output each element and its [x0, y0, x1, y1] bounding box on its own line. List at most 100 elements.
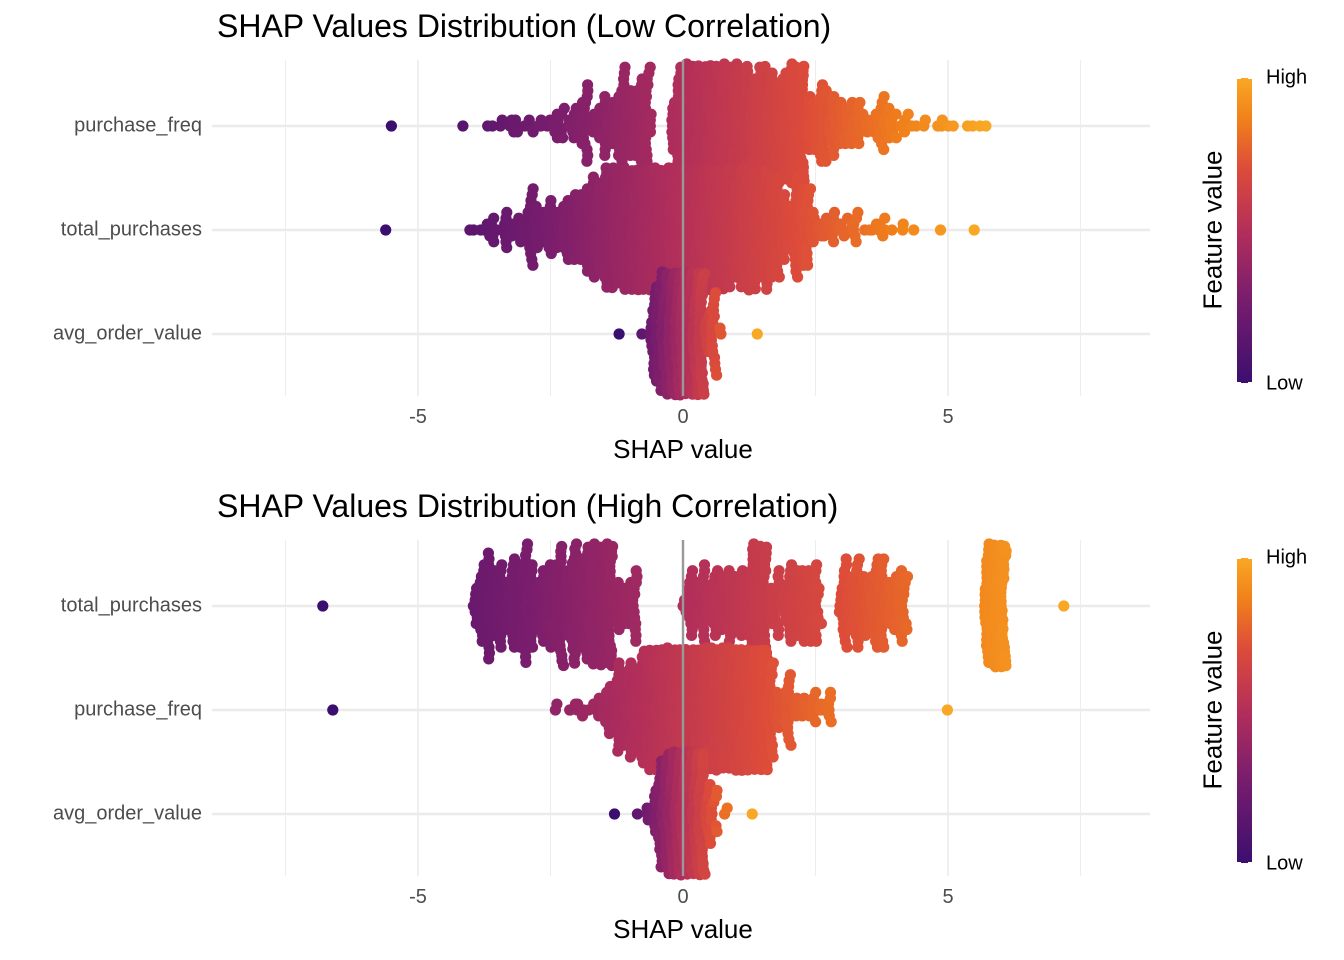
shap-point: [810, 686, 822, 698]
shap-point: [773, 565, 785, 577]
shap-point: [897, 218, 909, 230]
shap-point: [711, 369, 723, 381]
shap-point: [636, 328, 648, 340]
shap-point: [810, 716, 822, 728]
shap-point: [526, 641, 539, 653]
y-tick-label: total_purchases: [60, 218, 202, 241]
shap-point: [798, 60, 810, 72]
x-tick-label: 0: [677, 406, 689, 428]
shap-point: [828, 236, 840, 248]
shap-point: [890, 108, 902, 120]
shap-point: [878, 641, 890, 653]
shap-point: [749, 283, 761, 295]
shap-point: [815, 618, 828, 630]
shap-point: [488, 236, 500, 248]
shap-point: [686, 565, 699, 577]
shap-point: [557, 659, 570, 672]
shap-point: [630, 565, 642, 577]
shap-point: [607, 540, 619, 553]
shap-point: [759, 644, 772, 656]
shap-point: [521, 538, 534, 550]
y-tick-label: purchase_freq: [74, 114, 202, 137]
shap-point: [878, 91, 890, 103]
shap-point: [792, 271, 804, 283]
shap-point: [698, 559, 711, 571]
x-tick-label: 0: [677, 886, 689, 908]
shap-point: [759, 60, 771, 73]
shap-point: [619, 61, 631, 73]
plot-area-svg: [212, 58, 1150, 401]
shap-point: [527, 259, 539, 271]
shap-point: [724, 281, 736, 293]
shap-point: [496, 114, 508, 126]
shap-point: [644, 61, 656, 73]
shap-point: [968, 224, 980, 236]
shap-point: [748, 165, 760, 177]
shap-point: [999, 540, 1011, 552]
shap-point: [1000, 660, 1012, 672]
shap-point: [630, 635, 642, 647]
shap-point: [495, 641, 507, 653]
legend-low-label: Low: [1266, 852, 1303, 875]
shap-point: [980, 120, 992, 132]
shap-point: [785, 739, 797, 751]
shap-point: [569, 657, 581, 669]
feature-swarm-avg_order_value: [613, 266, 763, 401]
shap-point: [802, 259, 814, 271]
shap-point: [645, 108, 657, 120]
shap-point: [824, 686, 837, 698]
shap-point: [551, 698, 563, 710]
shap-point: [556, 540, 568, 553]
shap-point: [711, 826, 723, 838]
shap-point: [486, 120, 498, 132]
shap-point: [496, 559, 508, 571]
chart-panel-low-correlation: SHAP Values Distribution (Low Correlatio…: [53, 8, 1307, 464]
shap-point: [890, 132, 902, 144]
shap-point: [317, 600, 329, 612]
shap-point: [853, 138, 865, 150]
shap-point: [599, 91, 611, 103]
shap-point: [613, 657, 625, 669]
shap-point: [852, 206, 864, 218]
shap-point: [772, 629, 784, 641]
shap-point: [1058, 600, 1070, 612]
shap-point: [807, 236, 819, 248]
shap-point: [380, 224, 392, 236]
shap-point: [520, 656, 532, 668]
x-tick-label: 5: [942, 886, 954, 908]
shap-point: [901, 571, 914, 583]
shap-point: [854, 96, 866, 109]
shap-point: [686, 629, 698, 641]
x-tick-label: -5: [409, 406, 427, 428]
shap-point: [631, 808, 644, 820]
shap-point: [704, 837, 717, 849]
x-tick-label: -5: [409, 886, 427, 908]
legend-title: Feature value: [1197, 630, 1228, 790]
shap-point: [570, 538, 583, 550]
shap-point: [721, 802, 733, 814]
shap-point: [820, 155, 832, 167]
shap-point: [558, 102, 570, 114]
legend-high-label: High: [1266, 546, 1308, 569]
shap-point: [807, 206, 819, 218]
shap-point: [545, 195, 557, 207]
shap-point: [850, 236, 862, 248]
shap-point: [784, 669, 797, 681]
shap-point: [699, 868, 711, 880]
shap-point: [613, 328, 625, 340]
shap-point: [947, 120, 959, 132]
y-tick-label: avg_order_value: [53, 802, 202, 825]
legend-low-label: Low: [1266, 372, 1303, 395]
chart-panel-high-correlation: SHAP Values Distribution (High Correlati…: [0, 480, 1344, 960]
shap-point: [853, 553, 865, 565]
feature-swarm-total_purchases: [317, 538, 1070, 673]
shap-point: [731, 58, 743, 70]
shap-point: [509, 114, 522, 126]
shap-point: [773, 171, 785, 183]
shap-point: [878, 143, 890, 156]
shap-point: [852, 641, 864, 653]
shap-point: [482, 547, 494, 559]
shap-point: [886, 224, 898, 236]
shap-point: [841, 641, 853, 653]
shap-point: [766, 67, 778, 79]
